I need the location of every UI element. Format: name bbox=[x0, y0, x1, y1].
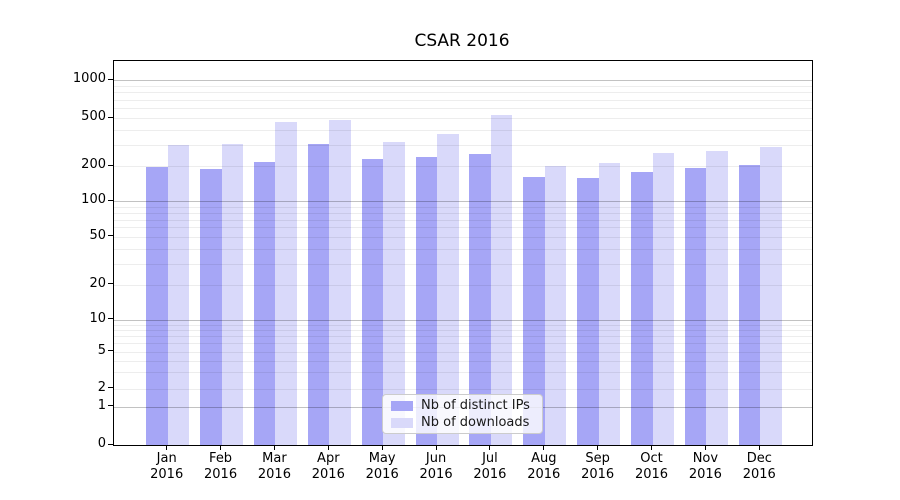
bar-distinct-ips bbox=[523, 177, 545, 445]
minor-gridline bbox=[114, 118, 812, 120]
y-tick-mark bbox=[108, 116, 113, 118]
bar-downloads bbox=[652, 153, 675, 445]
x-tick-label: Aug 2016 bbox=[527, 451, 561, 482]
x-tick-mark bbox=[381, 445, 383, 450]
y-tick-label: 5 bbox=[97, 342, 106, 358]
legend-swatch-distinct-ips bbox=[391, 400, 413, 411]
bar-distinct-ips bbox=[577, 178, 599, 445]
y-tick-mark bbox=[108, 350, 113, 352]
x-tick-label: Mar 2016 bbox=[257, 451, 291, 482]
bar-downloads bbox=[706, 151, 728, 445]
y-tick-label: 500 bbox=[81, 109, 106, 125]
x-tick-mark bbox=[597, 445, 599, 450]
y-tick-label: 50 bbox=[89, 227, 106, 243]
x-tick-label: Jul 2016 bbox=[473, 451, 507, 482]
y-tick-mark bbox=[108, 164, 113, 166]
y-tick-label: 2 bbox=[97, 379, 106, 395]
bar-distinct-ips bbox=[307, 143, 330, 445]
y-tick-label: 20 bbox=[89, 275, 106, 291]
y-tick-label: 200 bbox=[81, 157, 106, 173]
x-tick-label: Jun 2016 bbox=[419, 451, 453, 482]
bar-downloads bbox=[221, 144, 244, 445]
y-tick-label: 0 bbox=[97, 436, 106, 451]
bar-distinct-ips bbox=[253, 161, 276, 445]
bar-downloads bbox=[598, 163, 621, 445]
x-tick-mark bbox=[651, 445, 653, 450]
bar-downloads bbox=[490, 114, 513, 445]
minor-gridline bbox=[114, 144, 812, 146]
bar-distinct-ips bbox=[684, 168, 707, 445]
x-tick-mark bbox=[220, 445, 222, 450]
bar-distinct-ips bbox=[146, 167, 168, 445]
bar-downloads bbox=[760, 147, 782, 445]
legend-swatch-downloads bbox=[391, 417, 413, 428]
minor-gridline bbox=[114, 85, 812, 87]
x-tick-mark bbox=[435, 445, 437, 450]
major-gridline bbox=[114, 80, 812, 82]
bar-distinct-ips bbox=[200, 168, 222, 445]
x-tick-label: Sep 2016 bbox=[581, 451, 615, 482]
x-tick-label: Oct 2016 bbox=[634, 451, 669, 482]
x-tick-mark bbox=[758, 445, 760, 450]
bar-downloads bbox=[437, 133, 459, 445]
x-tick-mark bbox=[273, 445, 275, 450]
chart-title: CSAR 2016 bbox=[414, 31, 510, 51]
bar-downloads bbox=[167, 144, 190, 445]
x-tick-label: Dec 2016 bbox=[742, 451, 776, 482]
minor-gridline bbox=[114, 92, 812, 94]
minor-gridline bbox=[114, 99, 812, 101]
x-tick-mark bbox=[704, 445, 706, 450]
bar-downloads bbox=[329, 119, 351, 445]
bar-downloads bbox=[383, 141, 405, 445]
bar-distinct-ips bbox=[631, 172, 653, 445]
x-tick-label: Jan 2016 bbox=[150, 451, 184, 482]
legend-item-distinct-ips: Nb of distinct IPs bbox=[391, 397, 534, 414]
bar-distinct-ips bbox=[361, 158, 384, 445]
bar-downloads bbox=[275, 121, 297, 445]
legend: Nb of distinct IPs Nb of downloads bbox=[382, 394, 543, 434]
y-tick-label: 100 bbox=[81, 192, 106, 208]
y-tick-mark bbox=[108, 443, 113, 445]
y-tick-label: 1000 bbox=[72, 71, 106, 87]
legend-label-distinct-ips: Nb of distinct IPs bbox=[421, 398, 530, 413]
y-tick-mark bbox=[108, 283, 113, 285]
bar-downloads bbox=[544, 165, 567, 445]
x-tick-mark bbox=[166, 445, 168, 450]
x-tick-label: May 2016 bbox=[365, 451, 399, 482]
x-tick-label: Nov 2016 bbox=[688, 451, 722, 482]
y-tick-mark bbox=[108, 78, 113, 80]
legend-item-downloads: Nb of downloads bbox=[391, 414, 534, 431]
x-tick-mark bbox=[489, 445, 491, 450]
x-tick-mark bbox=[543, 445, 545, 450]
minor-gridline bbox=[114, 108, 812, 110]
plot-area: Nb of distinct IPs Nb of downloads bbox=[113, 60, 813, 446]
y-tick-mark bbox=[108, 387, 113, 389]
y-tick-mark bbox=[108, 199, 113, 201]
y-tick-label: 1 bbox=[97, 397, 106, 413]
minor-gridline bbox=[114, 129, 812, 131]
x-tick-label: Apr 2016 bbox=[311, 451, 345, 482]
x-tick-label: Feb 2016 bbox=[204, 451, 238, 482]
legend-label-downloads: Nb of downloads bbox=[421, 415, 530, 430]
bar-distinct-ips bbox=[415, 157, 438, 445]
x-tick-mark bbox=[327, 445, 329, 450]
y-tick-mark bbox=[108, 318, 113, 320]
y-tick-mark bbox=[108, 405, 113, 407]
y-tick-label: 10 bbox=[89, 310, 106, 326]
bar-distinct-ips bbox=[469, 154, 491, 445]
bar-distinct-ips bbox=[738, 164, 761, 445]
y-tick-mark bbox=[108, 235, 113, 237]
